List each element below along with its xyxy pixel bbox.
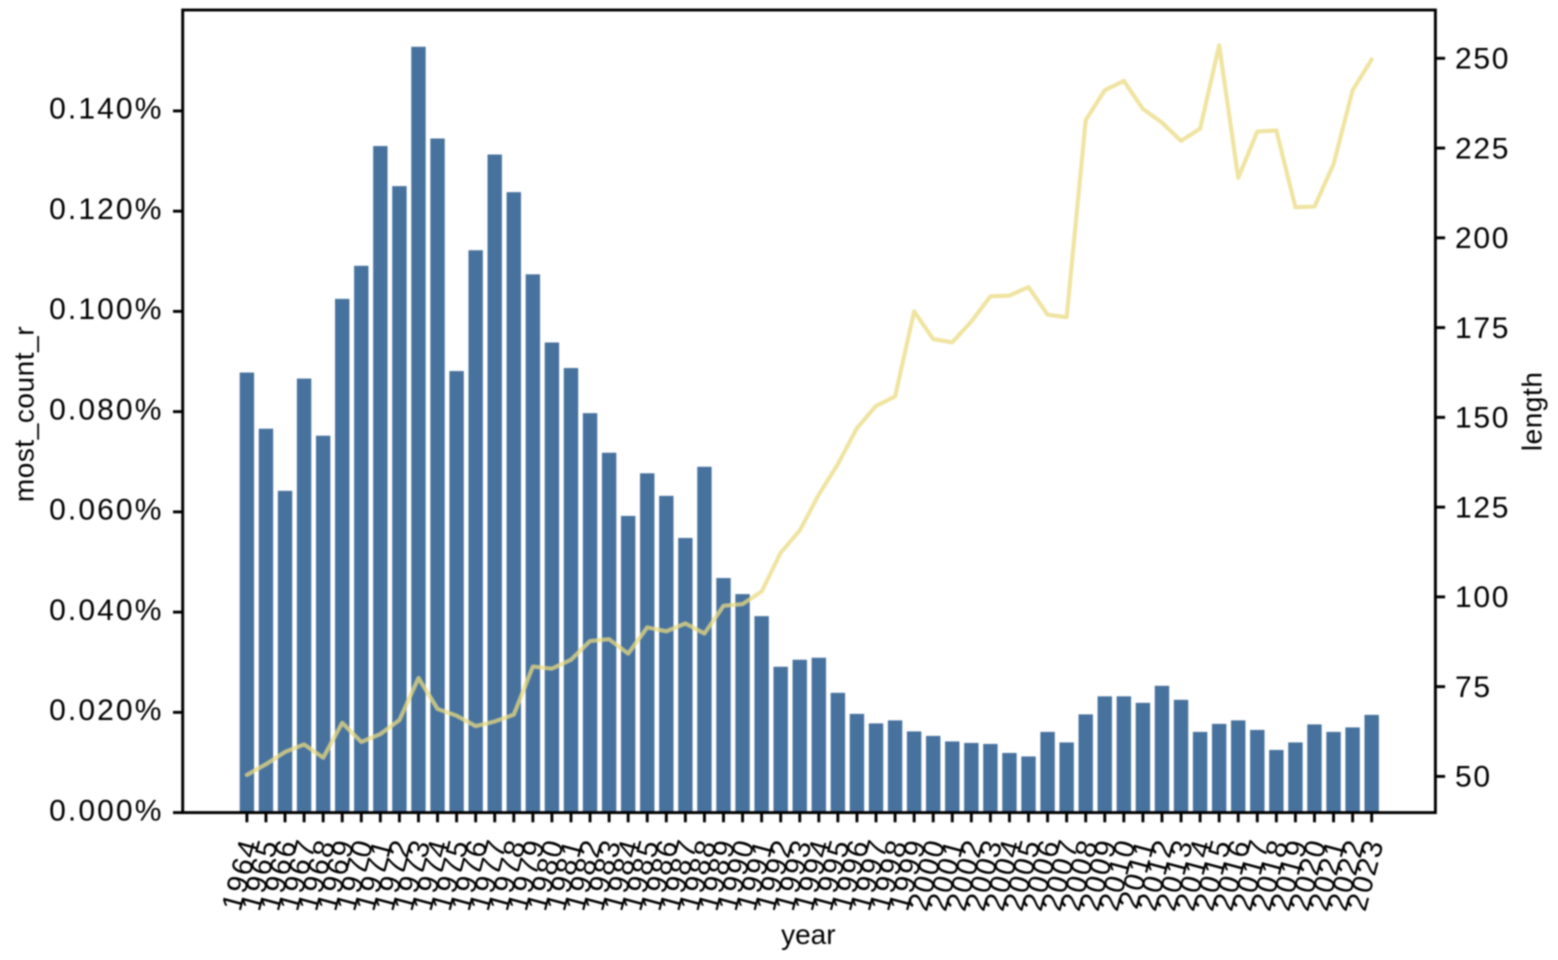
svg-text:250: 250: [1455, 43, 1510, 76]
svg-text:0.060%: 0.060%: [49, 494, 163, 527]
svg-text:0.140%: 0.140%: [49, 93, 163, 126]
svg-text:175: 175: [1455, 312, 1510, 345]
svg-text:length: length: [1517, 372, 1548, 452]
svg-text:most_count_r: most_count_r: [9, 326, 40, 502]
svg-text:100: 100: [1455, 581, 1510, 614]
svg-text:0.120%: 0.120%: [49, 193, 163, 226]
svg-text:200: 200: [1455, 222, 1510, 255]
svg-text:150: 150: [1455, 402, 1510, 435]
svg-text:50: 50: [1455, 761, 1492, 794]
svg-text:125: 125: [1455, 491, 1510, 524]
svg-text:0.040%: 0.040%: [49, 594, 163, 627]
svg-text:0.100%: 0.100%: [49, 293, 163, 326]
svg-text:0.000%: 0.000%: [49, 794, 163, 827]
svg-text:0.020%: 0.020%: [49, 694, 163, 727]
svg-text:0.080%: 0.080%: [49, 393, 163, 426]
svg-text:225: 225: [1455, 132, 1510, 165]
svg-text:75: 75: [1455, 671, 1492, 704]
svg-text:year: year: [781, 919, 835, 950]
